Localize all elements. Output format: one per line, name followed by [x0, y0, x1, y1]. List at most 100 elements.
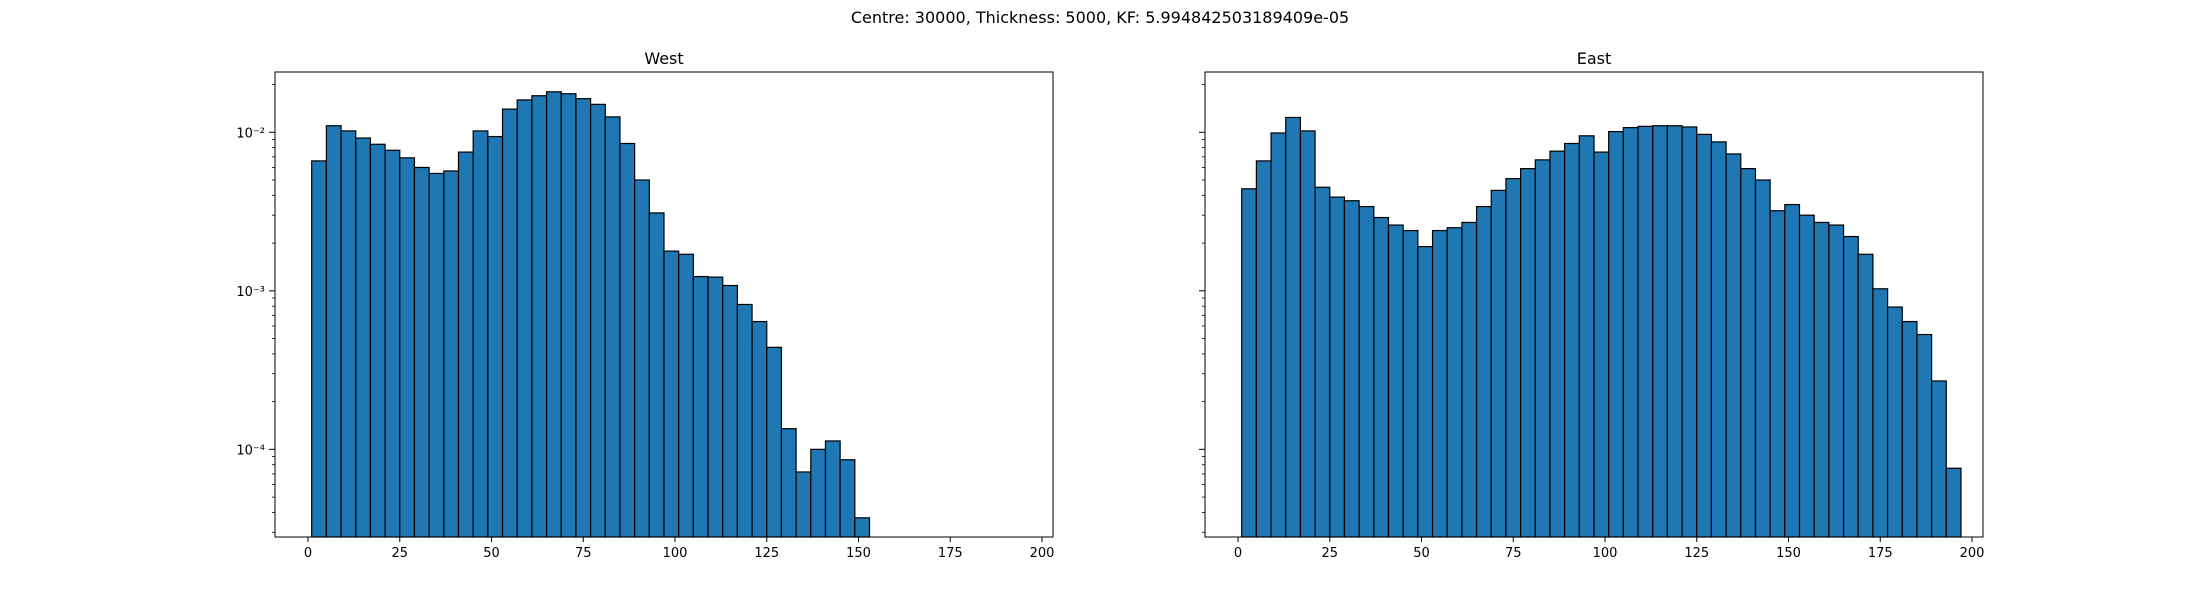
bar	[1842, 235, 1859, 538]
bar	[369, 143, 386, 538]
bar	[663, 250, 680, 538]
bar	[1622, 127, 1639, 538]
bar	[1931, 380, 1947, 538]
bar	[355, 137, 372, 538]
bar	[516, 99, 533, 538]
x-tick-label: 175	[1868, 546, 1893, 561]
bar	[1725, 153, 1742, 538]
bar	[1652, 125, 1668, 538]
bar	[1872, 288, 1889, 538]
bar	[736, 303, 753, 538]
bar	[1549, 150, 1566, 538]
bar	[1784, 203, 1801, 538]
bar	[1945, 467, 1962, 538]
bar	[1901, 320, 1918, 538]
bar	[604, 116, 621, 538]
x-tick-label: 25	[392, 546, 409, 561]
bar	[325, 125, 342, 538]
bar	[399, 157, 416, 538]
bar	[1769, 210, 1786, 538]
x-tick-label: 150	[846, 546, 871, 561]
bar	[428, 172, 445, 538]
x-tick-label: 100	[1593, 546, 1618, 561]
y-tick-label: 10⁻³	[236, 285, 265, 300]
bar	[443, 170, 460, 538]
bar	[1241, 188, 1257, 538]
bar	[1461, 221, 1478, 538]
bar	[1813, 221, 1830, 538]
axes-west: West 0 25 50 75 100 125 150 175 200 10⁻⁴ 10⁻³ 10⁻²	[236, 49, 1054, 561]
bar	[1431, 229, 1448, 538]
x-tick-label: 100	[663, 546, 688, 561]
bar	[545, 91, 562, 538]
bar	[1299, 130, 1316, 538]
bar	[1490, 189, 1507, 538]
figure-suptitle: Centre: 30000, Thickness: 5000, KF: 5.99…	[850, 8, 1350, 27]
x-tick-label: 50	[483, 546, 500, 561]
bar	[1608, 130, 1624, 538]
bar	[751, 320, 768, 538]
bar	[340, 130, 357, 538]
bar	[619, 142, 636, 538]
bar	[384, 149, 401, 538]
x-tick-label: 25	[1322, 546, 1339, 561]
bar	[692, 275, 709, 538]
panel-title: West	[644, 49, 683, 68]
bar	[1446, 227, 1463, 538]
bar	[1696, 133, 1713, 538]
bar	[1314, 186, 1331, 538]
bar	[1534, 159, 1551, 538]
bar	[1710, 141, 1727, 538]
bar	[1637, 125, 1654, 538]
bar	[1329, 196, 1346, 538]
panel-title: East	[1577, 49, 1612, 68]
bar	[707, 276, 724, 538]
bar	[1417, 246, 1434, 538]
bar	[1828, 224, 1845, 538]
bar	[457, 151, 474, 538]
bar	[810, 448, 827, 538]
bar	[560, 93, 577, 538]
bar	[795, 471, 812, 538]
bar	[766, 346, 783, 538]
bar	[1666, 125, 1683, 538]
y-tick-label: 10⁻²	[236, 126, 265, 141]
bar	[1387, 224, 1404, 538]
bar	[413, 166, 430, 538]
bar	[531, 95, 548, 538]
bar	[1754, 179, 1771, 538]
bar	[1285, 116, 1302, 538]
bars-east	[1241, 116, 1962, 538]
x-tick-label: 200	[1960, 546, 1985, 561]
x-tick-label: 150	[1776, 546, 1801, 561]
axes-east: East 0 25 50 75 100 125 150 175 200	[1199, 49, 1984, 561]
bar	[1593, 151, 1610, 538]
bar	[839, 459, 856, 538]
bar	[487, 135, 504, 538]
bar	[1886, 306, 1903, 538]
plot-frame	[1204, 71, 1984, 538]
bar	[1373, 216, 1390, 538]
bar	[311, 160, 327, 538]
bar	[1681, 126, 1698, 538]
bar	[1475, 205, 1492, 538]
x-tick-label: 125	[1684, 546, 1709, 561]
bar	[648, 212, 665, 538]
x-tick-label: 75	[1505, 546, 1522, 561]
x-tick-label: 125	[754, 546, 779, 561]
bar	[634, 179, 650, 538]
x-tick-label: 200	[1030, 546, 1055, 561]
bar	[1564, 142, 1580, 538]
bar	[1505, 178, 1522, 538]
bar	[722, 284, 738, 538]
bar	[501, 108, 518, 538]
bar	[1740, 168, 1757, 538]
bar	[1402, 229, 1419, 538]
x-tick-label: 75	[575, 546, 592, 561]
bar	[589, 103, 606, 538]
bar	[1857, 253, 1874, 538]
bar	[1916, 333, 1933, 538]
bar	[1519, 168, 1536, 538]
x-tick-label: 50	[1413, 546, 1430, 561]
